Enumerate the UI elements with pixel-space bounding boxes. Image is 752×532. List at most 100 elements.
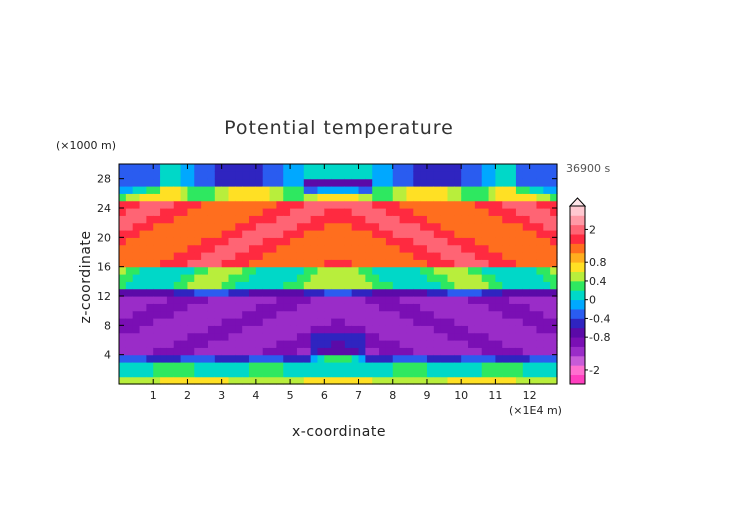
heatmap-cell	[536, 288, 544, 297]
heatmap-cell	[420, 288, 428, 297]
heatmap-cell	[426, 252, 435, 260]
heatmap-cell	[324, 288, 332, 297]
heatmap-cell	[385, 215, 394, 224]
heatmap-cell	[125, 171, 134, 180]
heatmap-cell	[201, 215, 209, 224]
heatmap-cell	[283, 186, 291, 194]
heatmap-cell	[201, 354, 209, 363]
heatmap-cell	[125, 325, 134, 334]
heatmap-cell	[324, 274, 332, 282]
heatmap-cell	[296, 354, 305, 363]
heatmap-cell	[221, 362, 230, 370]
heatmap-cell	[420, 244, 428, 253]
heatmap-cell	[426, 215, 435, 224]
heatmap-cell	[365, 354, 373, 363]
heatmap-cell	[406, 274, 414, 282]
heatmap-cell	[194, 288, 202, 297]
heatmap-cell	[296, 325, 305, 334]
heatmap-cell	[153, 362, 161, 370]
heatmap-cell	[488, 200, 496, 209]
heatmap-cell	[303, 193, 312, 202]
heatmap-cell	[426, 376, 435, 385]
heatmap-cell	[529, 281, 538, 290]
heatmap-cell	[522, 208, 531, 216]
heatmap-cell	[358, 296, 366, 304]
heatmap-cell	[481, 230, 490, 238]
heatmap-cell	[255, 325, 264, 334]
heatmap-cell	[509, 193, 517, 202]
heatmap-cell	[146, 303, 154, 312]
heatmap-cell	[447, 362, 455, 370]
heatmap-cell	[550, 347, 558, 356]
heatmap-cell	[255, 362, 264, 370]
heatmap-cell	[399, 362, 408, 370]
heatmap-cell	[249, 281, 257, 290]
y-tick-label: 24	[97, 202, 111, 215]
heatmap-cell	[481, 281, 490, 290]
heatmap-cell	[351, 274, 360, 282]
heatmap-cell	[160, 252, 168, 260]
heatmap-cell	[187, 164, 195, 172]
heatmap-cell	[338, 171, 346, 180]
heatmap-cell	[426, 222, 435, 231]
heatmap-cell	[522, 230, 531, 238]
heatmap-cell	[399, 281, 408, 290]
heatmap-cell	[379, 310, 387, 319]
heatmap-cell	[351, 296, 360, 304]
heatmap-cell	[201, 347, 209, 356]
heatmap-cell	[324, 193, 332, 202]
heatmap-cell	[242, 215, 250, 224]
heatmap-cell	[310, 230, 319, 238]
heatmap-cell	[365, 186, 373, 194]
heatmap-cell	[344, 200, 353, 209]
heatmap-cell	[461, 354, 469, 363]
heatmap-cell	[433, 281, 442, 290]
heatmap-cell	[207, 288, 216, 297]
heatmap-cell	[214, 354, 223, 363]
heatmap-cell	[310, 362, 319, 370]
heatmap-cell	[385, 362, 394, 370]
heatmap-cell	[543, 340, 551, 348]
heatmap-cell	[474, 310, 483, 319]
heatmap-cell	[536, 369, 544, 378]
heatmap-cell	[324, 281, 332, 290]
heatmap-cell	[207, 252, 216, 260]
heatmap-cell	[276, 354, 284, 363]
heatmap-cell	[550, 259, 558, 268]
heatmap-cell	[399, 310, 408, 319]
heatmap-cell	[214, 266, 223, 275]
heatmap-cell	[372, 215, 380, 224]
heatmap-cell	[235, 230, 243, 238]
x-tick-label: 4	[252, 389, 259, 402]
heatmap-cell	[249, 164, 257, 172]
heatmap-cell	[228, 193, 236, 202]
heatmap-cell	[536, 259, 544, 268]
heatmap-cell	[488, 369, 496, 378]
heatmap-cell	[550, 325, 558, 334]
heatmap-cell	[235, 274, 243, 282]
heatmap-cell	[454, 208, 462, 216]
heatmap-cell	[454, 288, 462, 297]
heatmap-cell	[338, 332, 346, 341]
heatmap-cell	[365, 266, 373, 275]
heatmap-cell	[173, 252, 182, 260]
heatmap-cell	[146, 296, 154, 304]
heatmap-cell	[180, 362, 189, 370]
heatmap-cell	[310, 252, 319, 260]
heatmap-cell	[153, 281, 161, 290]
heatmap-cell	[139, 259, 147, 268]
heatmap-cell	[207, 193, 216, 202]
heatmap-cell	[468, 222, 476, 231]
heatmap-cell	[495, 171, 503, 180]
heatmap-cell	[201, 230, 209, 238]
heatmap-cell	[379, 222, 387, 231]
heatmap-cell	[146, 347, 154, 356]
heatmap-cell	[242, 274, 250, 282]
heatmap-cell	[125, 362, 134, 370]
heatmap-cell	[509, 318, 517, 326]
heatmap-cell	[529, 244, 538, 253]
heatmap-cell	[426, 237, 435, 246]
heatmap-cell	[262, 296, 271, 304]
heatmap-cell	[283, 252, 291, 260]
heatmap-cell	[358, 288, 366, 297]
